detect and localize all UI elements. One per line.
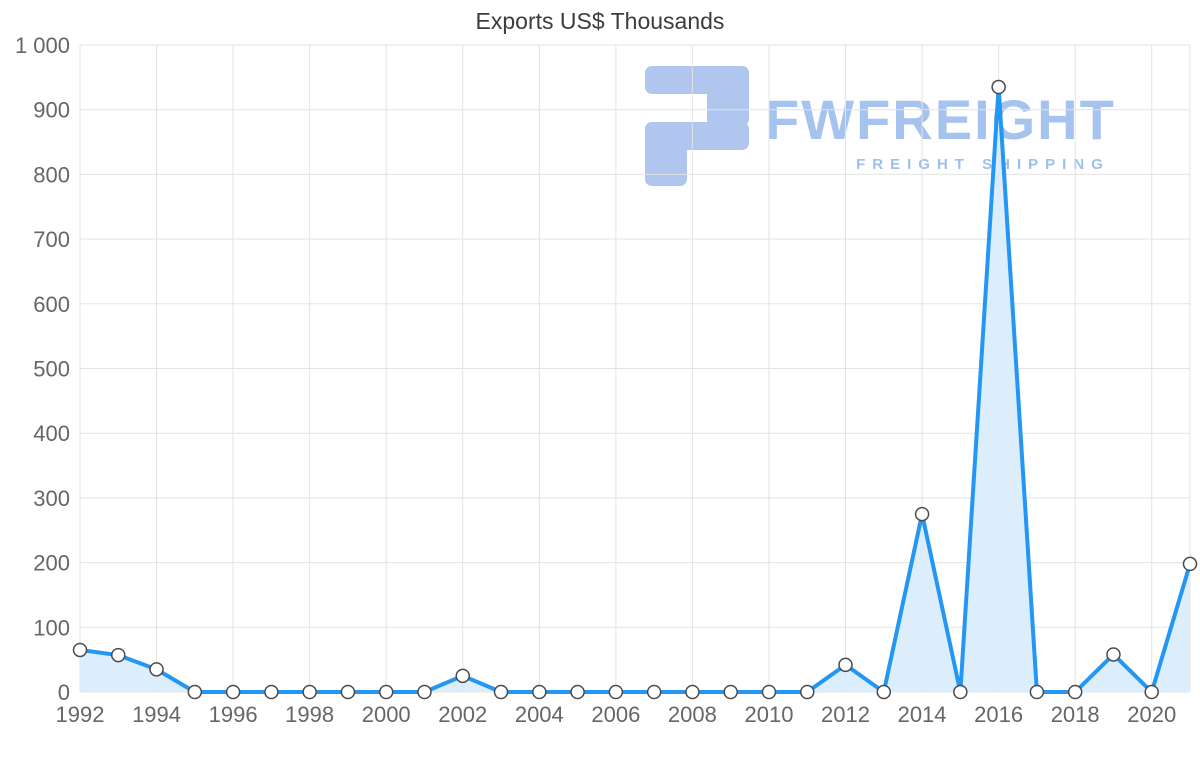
data-point-marker xyxy=(1029,684,1045,700)
x-axis-tick-label: 2010 xyxy=(744,702,793,727)
x-axis-tick-label: 1992 xyxy=(56,702,105,727)
y-axis-tick-label: 1 000 xyxy=(15,33,70,58)
x-axis-tick-label: 2012 xyxy=(821,702,870,727)
x-axis-tick-label: 2004 xyxy=(515,702,564,727)
data-point-marker xyxy=(111,647,126,663)
watermark-brand: FWFREIGHT xyxy=(765,88,1116,151)
data-point-marker xyxy=(455,668,471,684)
data-point-marker xyxy=(953,684,968,700)
x-axis-tick-label: 2000 xyxy=(362,702,411,727)
chart-title: Exports US$ Thousands xyxy=(475,8,725,34)
data-point-marker xyxy=(264,684,279,700)
x-axis-tick-label: 2020 xyxy=(1127,702,1176,727)
data-point-marker xyxy=(187,684,203,700)
x-axis-tick-label: 2008 xyxy=(668,702,717,727)
data-point-marker xyxy=(799,684,815,700)
data-point-marker xyxy=(378,684,394,700)
data-point-marker xyxy=(1182,556,1198,572)
data-point-marker xyxy=(914,506,930,522)
x-axis-tick-label: 2002 xyxy=(438,702,487,727)
data-point-marker xyxy=(646,684,662,700)
data-point-marker xyxy=(417,684,432,700)
data-point-marker xyxy=(340,684,356,700)
y-axis-tick-label: 200 xyxy=(33,551,70,576)
watermark: FWFREIGHT FREIGHT SHIPPING xyxy=(645,66,1116,186)
x-axis-tick-label: 1998 xyxy=(285,702,334,727)
x-axis-tick-label: 2016 xyxy=(974,702,1023,727)
y-axis-tick-label: 600 xyxy=(33,292,70,317)
data-point-marker xyxy=(72,642,88,658)
data-point-marker xyxy=(876,684,892,700)
data-point-marker xyxy=(761,684,777,700)
data-point-marker xyxy=(723,684,738,700)
y-axis-tick-label: 400 xyxy=(33,421,70,446)
data-point-marker xyxy=(1106,647,1121,662)
y-axis-tick-label: 800 xyxy=(33,162,70,187)
x-axis-tick-label: 1994 xyxy=(132,702,181,727)
y-axis-tick-label: 500 xyxy=(33,357,70,382)
data-point-marker xyxy=(838,657,853,673)
data-point-marker xyxy=(302,684,317,700)
fwfreight-logo-icon xyxy=(645,66,749,186)
x-axis-tick-label: 2006 xyxy=(591,702,640,727)
data-point-marker xyxy=(570,684,585,700)
data-point-marker xyxy=(608,684,624,700)
y-axis-tick-label: 300 xyxy=(33,486,70,511)
watermark-tagline: FREIGHT SHIPPING xyxy=(856,156,1110,173)
data-point-marker xyxy=(532,684,547,700)
data-point-marker xyxy=(149,662,164,677)
y-axis-tick-label: 100 xyxy=(33,615,70,640)
series-area-fill xyxy=(80,87,1190,693)
y-axis-tick-label: 900 xyxy=(33,98,70,123)
y-axis-tick-label: 700 xyxy=(33,227,70,252)
data-point-marker xyxy=(685,684,700,700)
data-point-marker xyxy=(1144,684,1159,700)
x-axis-tick-label: 2018 xyxy=(1051,702,1100,727)
watermark-text: FWFREIGHT FREIGHT SHIPPING xyxy=(765,88,1116,174)
x-axis-tick-label: 2014 xyxy=(898,702,947,727)
data-point-marker xyxy=(493,684,509,700)
data-point-marker xyxy=(225,684,241,700)
x-axis-tick-label: 1996 xyxy=(209,702,258,727)
y-axis-tick-label: 0 xyxy=(58,680,70,705)
data-point-marker xyxy=(991,79,1006,95)
data-point-marker xyxy=(1067,684,1083,700)
